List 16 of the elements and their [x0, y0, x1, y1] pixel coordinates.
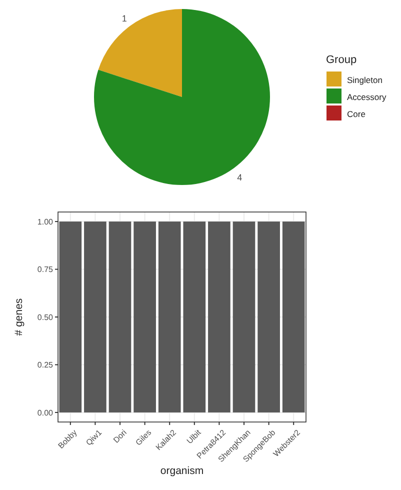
y-tick-label: 0.50	[37, 312, 54, 322]
y-tick-label: 0.00	[37, 408, 54, 418]
legend-label: Core	[347, 109, 366, 119]
legend-label: Accessory	[347, 92, 387, 102]
data-label: 1	[122, 14, 127, 24]
y-tick-label: 0.25	[37, 360, 54, 370]
y-tick-label: 0.75	[37, 265, 54, 274]
y-axis-title: # genes	[13, 298, 25, 336]
x-axis-title: organism	[160, 465, 204, 477]
pie-slice	[94, 9, 270, 185]
legend-title: Group	[326, 54, 357, 66]
x-tick-label: Dori	[112, 428, 129, 445]
data-label: 4	[237, 172, 242, 182]
legend-label: Singleton	[347, 75, 383, 85]
pie-slice	[98, 9, 182, 97]
y-tick-label: 1.00	[37, 217, 54, 226]
